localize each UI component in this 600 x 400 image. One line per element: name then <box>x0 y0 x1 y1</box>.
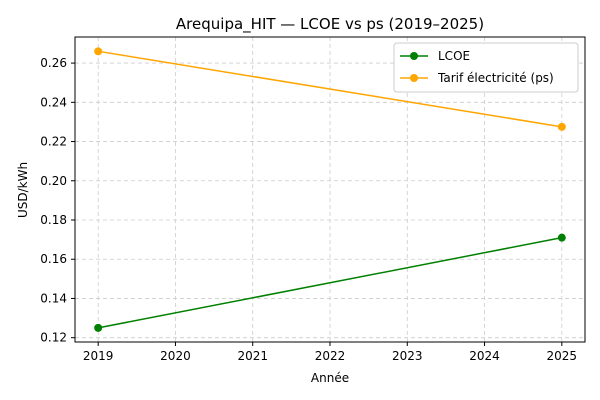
grid-lines <box>75 37 585 342</box>
y-tick-label: 0.22 <box>40 135 67 149</box>
y-axis: 0.12 0.14 0.16 0.18 0.20 0.22 0.24 0.26 <box>40 56 75 345</box>
x-tick-label: 2019 <box>83 349 114 363</box>
legend-label-lcoe: LCOE <box>438 49 470 63</box>
y-tick-label: 0.26 <box>40 56 67 70</box>
x-tick-label: 2024 <box>469 349 500 363</box>
chart-title: Arequipa_HIT — LCOE vs ps (2019–2025) <box>176 15 484 34</box>
x-tick-label: 2021 <box>237 349 268 363</box>
data-point <box>94 47 103 56</box>
legend-marker-lcoe <box>410 52 418 60</box>
series-layer <box>94 47 566 332</box>
legend-marker-tarif <box>410 74 418 82</box>
data-point <box>557 233 566 242</box>
x-tick-label: 2023 <box>392 349 423 363</box>
x-tick-label: 2025 <box>547 349 578 363</box>
x-axis-title: Année <box>311 371 349 385</box>
x-tick-label: 2022 <box>315 349 346 363</box>
legend: LCOE Tarif électricité (ps) <box>393 42 579 93</box>
y-tick-label: 0.20 <box>40 174 67 188</box>
data-point <box>557 122 566 131</box>
y-tick-label: 0.18 <box>40 213 67 227</box>
y-tick-label: 0.24 <box>40 95 67 109</box>
series-line-1 <box>98 50 562 128</box>
y-axis-title: USD/kWh <box>16 162 30 218</box>
legend-label-tarif: Tarif électricité (ps) <box>437 71 554 85</box>
data-point <box>94 323 103 332</box>
y-tick-label: 0.16 <box>40 252 67 266</box>
x-tick-label: 2020 <box>160 349 191 363</box>
series-line-0 <box>98 236 562 329</box>
legend-box <box>393 42 579 93</box>
x-axis: 2019 2020 2021 2022 2023 2024 2025 <box>83 342 577 363</box>
y-tick-label: 0.12 <box>40 331 67 345</box>
y-tick-label: 0.14 <box>40 291 67 305</box>
